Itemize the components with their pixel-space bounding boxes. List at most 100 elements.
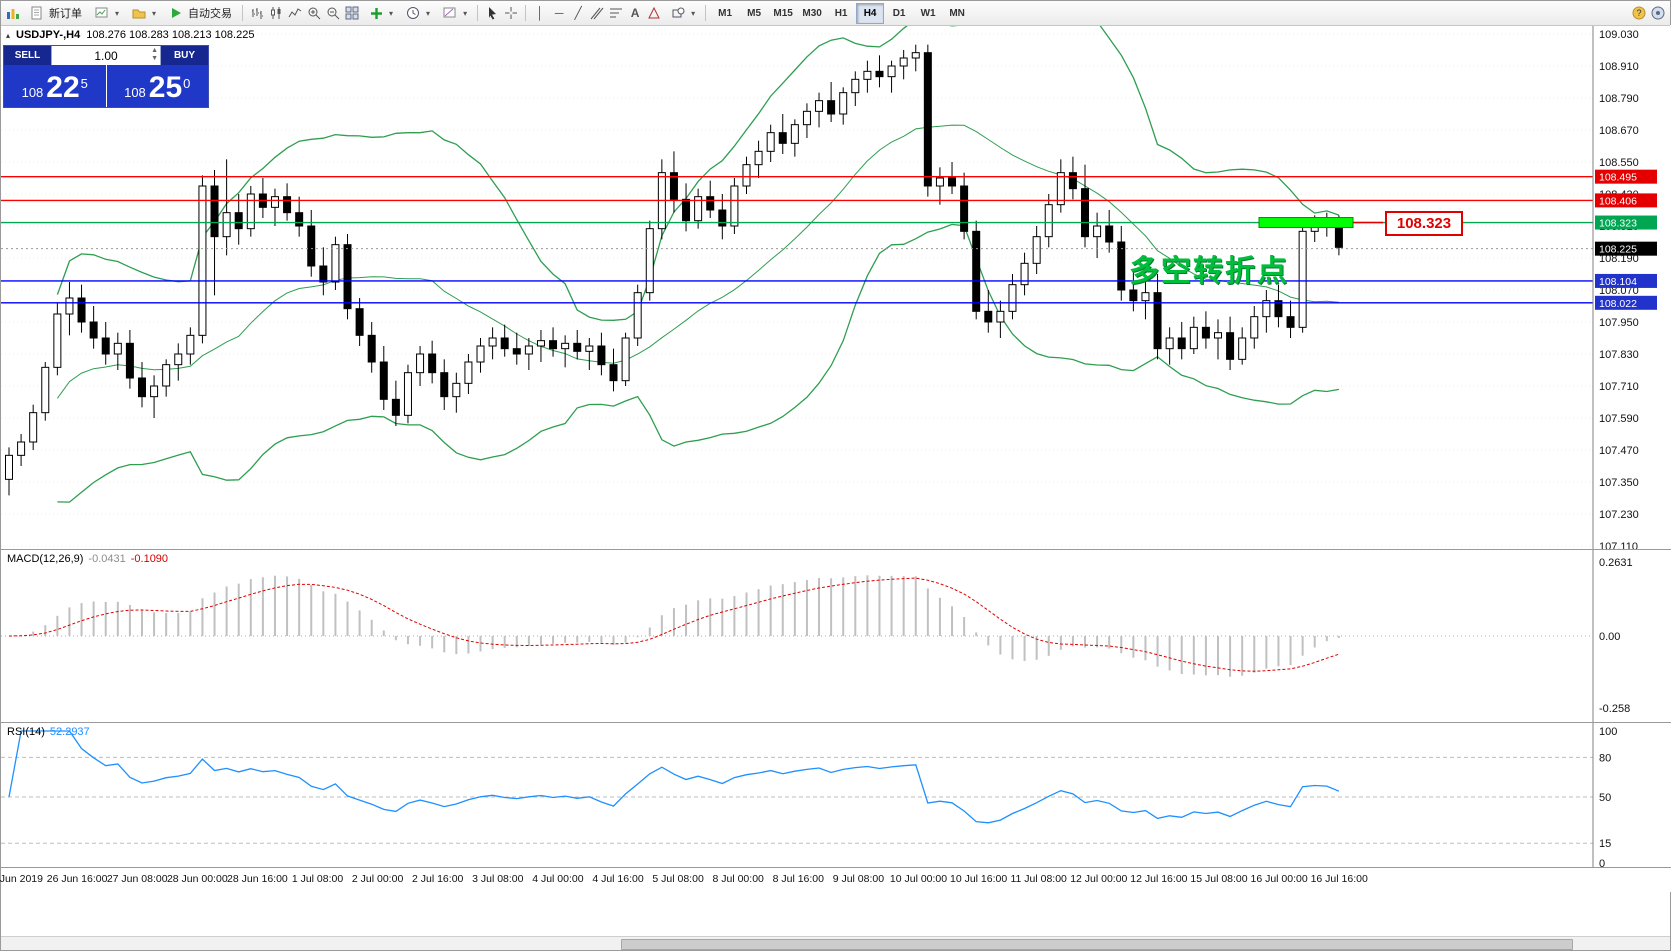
time-axis-label: 4 Jul 00:00 <box>532 873 584 885</box>
svg-text:80: 80 <box>1599 752 1611 764</box>
svg-text:108.790: 108.790 <box>1599 93 1639 105</box>
svg-text:108.070: 108.070 <box>1599 285 1639 297</box>
tab-timeframe-h1[interactable]: H1 <box>834 7 848 19</box>
ask-price-button[interactable]: 108 25 0 <box>106 65 208 107</box>
svg-text:108.225: 108.225 <box>1599 244 1637 256</box>
tab-timeframe-m15[interactable]: M15 <box>773 7 793 19</box>
new-chart-button[interactable]: ▾ <box>88 2 124 24</box>
time-axis-label: 16 Jul 16:00 <box>1310 873 1368 885</box>
main-chart[interactable]: 109.030 108.910 108.790 108.670 108.550 108.4… <box>1 25 1671 549</box>
tab-timeframe-h4[interactable]: H4 <box>856 2 885 24</box>
one-click-toggle-icon[interactable]: ▴ <box>6 30 11 40</box>
autotrading-label: 自动交易 <box>188 8 233 20</box>
new-chart-icon <box>93 4 111 22</box>
macd-signal-value: -0.1090 <box>130 553 169 565</box>
new-order-button[interactable]: 新订单 <box>23 2 87 24</box>
spinner-up-icon[interactable]: ▲ <box>151 47 158 54</box>
svg-text:107.710: 107.710 <box>1599 381 1639 393</box>
profiles-button[interactable]: ▾ <box>125 2 161 24</box>
volume-spinner[interactable]: ▲ ▼ <box>151 47 158 63</box>
shapes-button[interactable]: ▾ <box>664 2 700 24</box>
tab-timeframe-m30[interactable]: M30 <box>802 7 822 19</box>
shapes-icon <box>669 4 687 22</box>
svg-text:108.495: 108.495 <box>1599 172 1637 184</box>
templates-button[interactable]: ▾ <box>436 2 472 24</box>
help-icon[interactable]: ? <box>1630 4 1648 22</box>
time-axis-label: 28 Jun 16:00 <box>227 873 288 885</box>
bar-chart-button[interactable] <box>248 4 266 22</box>
autotrading-button[interactable]: 自动交易 <box>162 2 237 24</box>
chevron-down-icon: ▾ <box>463 8 468 18</box>
toolbar-separator <box>705 5 707 21</box>
chevron-down-icon: ▾ <box>389 8 394 18</box>
time-axis-label: 15 Jul 08:00 <box>1190 873 1248 885</box>
price-callout-box[interactable]: 108.323 <box>1385 211 1463 236</box>
line-chart-button[interactable] <box>286 4 304 22</box>
chevron-down-icon: ▾ <box>426 8 431 18</box>
tab-timeframe-d1[interactable]: D1 <box>892 7 906 19</box>
symbol-title: USDJPY-,H4 <box>16 29 81 41</box>
tile-windows-button[interactable] <box>343 4 361 22</box>
time-axis-label: 3 Jul 08:00 <box>472 873 524 885</box>
time-axis-label: 8 Jul 16:00 <box>772 873 824 885</box>
volume-value: 1.00 <box>94 48 118 63</box>
spinner-down-icon[interactable]: ▼ <box>151 55 158 62</box>
indicators-plus-icon <box>367 4 385 22</box>
macd-main-value: -0.0431 <box>88 553 126 565</box>
zoom-in-button[interactable] <box>305 4 323 22</box>
profiles-icon <box>130 4 148 22</box>
sell-button[interactable]: SELL <box>4 46 51 65</box>
autotrading-play-icon <box>167 4 185 22</box>
periods-button[interactable]: ▾ <box>399 2 435 24</box>
toolbar: 新订单 ▾ ▾ 自动交易 ▾ ▾ ▾ │ ─ ╱ A ▾ M1 M5 M15 M… <box>1 1 1670 26</box>
svg-text:107.110: 107.110 <box>1599 541 1638 549</box>
crosshair-button[interactable] <box>502 4 520 22</box>
svg-text:108.022: 108.022 <box>1599 298 1637 310</box>
symbol-ohlc: 108.276 108.283 108.213 108.225 <box>86 29 255 41</box>
text-button[interactable]: A <box>630 6 640 20</box>
svg-text:15: 15 <box>1599 838 1611 850</box>
svg-text:0.2631: 0.2631 <box>1599 557 1633 569</box>
toolbar-separator <box>242 5 244 21</box>
fibonacci-button[interactable] <box>607 4 625 22</box>
cursor-button[interactable] <box>483 4 501 22</box>
macd-pane[interactable]: 0.2631 0.00 -0.258 <box>1 549 1671 723</box>
svg-text:108.670: 108.670 <box>1599 125 1639 137</box>
bid-price-button[interactable]: 108 22 5 <box>4 65 106 107</box>
one-click-trading-panel: SELL 1.00 ▲ ▼ BUY 108 22 5 108 25 0 <box>3 45 209 108</box>
horizontal-scrollbar[interactable] <box>1 936 1670 950</box>
tab-timeframe-m1[interactable]: M1 <box>718 7 733 19</box>
ask-main: 25 <box>148 71 183 104</box>
tab-timeframe-m5[interactable]: M5 <box>747 7 762 19</box>
rsi-pane[interactable]: 100 80 50 15 0 <box>1 722 1671 868</box>
time-axis-label: 27 Jun 08:00 <box>106 873 168 885</box>
ask-prefix: 108 <box>124 85 146 100</box>
tab-timeframe-w1[interactable]: W1 <box>920 7 936 19</box>
indicators-button[interactable]: ▾ <box>362 2 398 24</box>
svg-text:-0.258: -0.258 <box>1599 703 1630 715</box>
time-axis-label: 10 Jul 00:00 <box>889 873 948 885</box>
buy-button[interactable]: BUY <box>161 46 208 65</box>
svg-text:107.230: 107.230 <box>1599 509 1639 521</box>
time-axis-label: 12 Jul 16:00 <box>1130 873 1188 885</box>
time-axis-label: 5 Jul 08:00 <box>652 873 704 885</box>
community-icon[interactable] <box>1649 4 1667 22</box>
svg-text:108.323: 108.323 <box>1599 218 1637 230</box>
tab-timeframe-mn[interactable]: MN <box>949 7 965 19</box>
rsi-name: RSI(14) <box>7 726 45 738</box>
volume-input[interactable]: 1.00 ▲ ▼ <box>51 46 161 65</box>
scrollbar-thumb[interactable] <box>621 939 1573 950</box>
candlestick-button[interactable] <box>267 4 285 22</box>
rsi-value: 52.2937 <box>49 726 90 738</box>
trendline-button[interactable]: ╱ <box>574 6 582 20</box>
macd-label: MACD(12,26,9) -0.0431 -0.1090 <box>7 553 168 565</box>
horizontal-line-button[interactable]: ─ <box>554 6 564 20</box>
zoom-out-button[interactable] <box>324 4 342 22</box>
channel-button[interactable] <box>588 4 606 22</box>
bid-pip: 5 <box>80 76 88 91</box>
bid-prefix: 108 <box>21 85 44 100</box>
svg-text:107.590: 107.590 <box>1599 413 1639 425</box>
arrow-label-button[interactable] <box>645 4 663 22</box>
vertical-line-button[interactable]: │ <box>536 6 544 20</box>
turning-point-annotation[interactable]: 多空转折点 <box>1129 255 1289 288</box>
